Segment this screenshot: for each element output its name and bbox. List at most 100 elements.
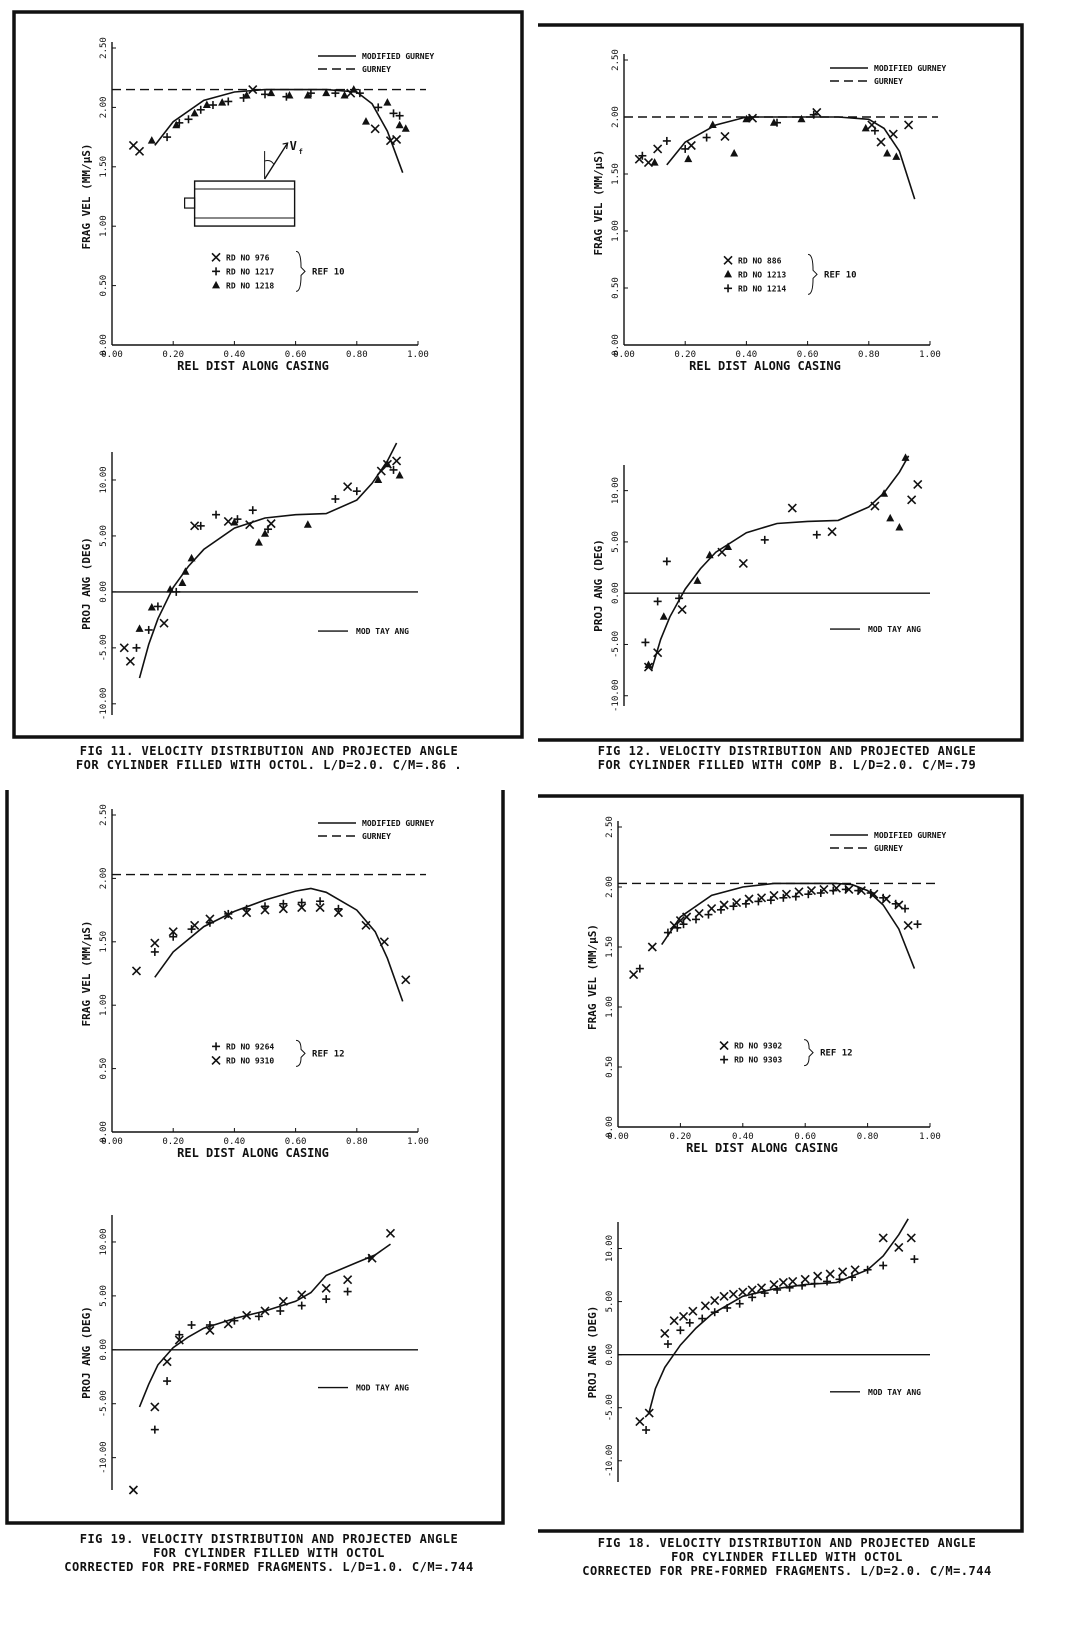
y-tick-label: 0.50 bbox=[611, 277, 621, 299]
velocity-plot: 0.00 0.20 0.40 0.60 0.80 1.00 0.00 0.50 1.00 1.50… bbox=[80, 37, 434, 373]
velocity-plot: 0.00 0.20 0.40 0.60 0.80 1.00 0.00 0.50 1.00 1.50… bbox=[80, 804, 434, 1160]
data-point bbox=[669, 1316, 679, 1326]
data-point bbox=[343, 482, 353, 492]
data-point bbox=[641, 638, 650, 647]
data-point bbox=[248, 85, 258, 95]
y-axis-label: FRAG VEL (MM/µS) bbox=[80, 921, 93, 1027]
y-tick-label: 0.00 bbox=[611, 582, 621, 604]
data-point bbox=[829, 886, 838, 895]
data-point bbox=[150, 1425, 159, 1434]
data-point bbox=[242, 91, 251, 99]
caption-line: FOR CYLINDER FILLED WITH OCTOL bbox=[671, 1550, 903, 1564]
legend-series-label: RD NO 9303 bbox=[734, 1056, 782, 1065]
data-point bbox=[866, 889, 875, 897]
y-tick-label: 2.50 bbox=[99, 37, 109, 59]
y-axis-label: FRAG VEL (MM/µS) bbox=[80, 144, 93, 250]
data-point bbox=[653, 648, 663, 658]
legend-series-label: RD NO 1214 bbox=[738, 284, 786, 293]
data-point bbox=[638, 151, 647, 160]
data-point bbox=[895, 523, 904, 531]
data-point bbox=[361, 117, 370, 125]
data-point bbox=[738, 1287, 748, 1297]
y-axis-label: PROJ ANG (DEG) bbox=[80, 537, 93, 630]
data-point bbox=[242, 908, 252, 918]
legend-modified-label: MODIFIED GURNEY bbox=[874, 64, 946, 73]
x-tick-label: 0.60 bbox=[797, 350, 819, 360]
modified-gurney-curve bbox=[661, 882, 916, 969]
caption-line: FIG 18. VELOCITY DISTRIBUTION AND PROJEC… bbox=[597, 1536, 977, 1550]
data-point bbox=[754, 897, 763, 906]
data-point bbox=[119, 643, 129, 653]
data-point bbox=[150, 1402, 160, 1412]
data-point bbox=[773, 118, 781, 127]
data-point bbox=[891, 899, 900, 908]
data-point bbox=[748, 1293, 757, 1302]
data-point bbox=[187, 553, 196, 562]
data-point bbox=[863, 1265, 872, 1274]
legend-series-label: RD NO 1218 bbox=[226, 281, 274, 290]
y-tick-label: 0.00 bbox=[99, 1121, 109, 1143]
data-point bbox=[650, 158, 659, 166]
data-point bbox=[248, 506, 257, 515]
data-point bbox=[723, 1303, 732, 1312]
x-tick-label: 0.00 bbox=[101, 350, 123, 360]
x-tick-label: 0.20 bbox=[674, 350, 696, 360]
x-tick-label: 1.00 bbox=[407, 1137, 429, 1147]
data-point bbox=[322, 88, 331, 97]
data-point bbox=[642, 1426, 651, 1434]
data-point bbox=[340, 91, 349, 99]
data-point bbox=[321, 1283, 331, 1293]
data-point bbox=[662, 136, 671, 145]
y-tick-label: -10.00 bbox=[99, 688, 109, 721]
data-point bbox=[379, 937, 389, 947]
data-point bbox=[163, 1377, 172, 1386]
reference-label: REF 10 bbox=[312, 267, 345, 277]
x-tick-label: 0.80 bbox=[858, 350, 880, 360]
data-point bbox=[374, 103, 383, 112]
data-point bbox=[850, 1265, 860, 1275]
x-tick-label: 0.00 bbox=[607, 1132, 629, 1142]
data-point bbox=[181, 567, 190, 575]
y-tick-label: 0.00 bbox=[605, 1344, 615, 1366]
data-point bbox=[787, 503, 797, 513]
data-point bbox=[910, 1255, 919, 1264]
legend-marker bbox=[211, 1055, 221, 1065]
data-point bbox=[162, 1357, 172, 1367]
data-point bbox=[218, 98, 227, 106]
legend-tay-label: MOD TAY ANG bbox=[356, 627, 409, 636]
data-point bbox=[745, 114, 754, 123]
y-tick-label: 2.00 bbox=[605, 876, 615, 898]
data-point bbox=[785, 1283, 794, 1292]
data-point bbox=[190, 920, 200, 930]
y-tick-label: 1.00 bbox=[605, 996, 615, 1018]
data-point bbox=[361, 920, 371, 930]
data-point bbox=[903, 920, 913, 930]
data-point bbox=[704, 910, 713, 919]
y-tick-label: 0.00 bbox=[611, 334, 621, 356]
legend-series-label: RD NO 976 bbox=[226, 253, 270, 262]
y-tick-label: 1.50 bbox=[99, 931, 109, 953]
data-point bbox=[653, 597, 662, 606]
data-point bbox=[395, 111, 404, 120]
y-tick-label: 1.00 bbox=[99, 215, 109, 237]
data-point bbox=[728, 1289, 739, 1299]
data-point bbox=[812, 530, 821, 539]
data-point bbox=[205, 918, 214, 927]
data-point bbox=[367, 1253, 377, 1263]
data-point bbox=[374, 475, 383, 483]
data-point bbox=[838, 1267, 848, 1277]
data-point bbox=[208, 101, 217, 110]
legend-gurney-label: GURNEY bbox=[362, 832, 391, 841]
y-tick-label: 0.00 bbox=[99, 581, 109, 603]
data-point bbox=[741, 899, 750, 908]
figure-panel-19: 0.00 0.20 0.40 0.60 0.80 1.00 0.00 0.50 1.00 1.50… bbox=[0, 790, 538, 1640]
data-point bbox=[892, 152, 901, 160]
figure-svg: 0.00 0.20 0.40 0.60 0.80 1.00 0.00 0.50 1.00 1.50… bbox=[538, 23, 1024, 742]
data-point bbox=[835, 1275, 844, 1284]
data-point bbox=[261, 529, 269, 537]
y-tick-label: 10.00 bbox=[99, 1228, 109, 1255]
data-point bbox=[254, 1312, 263, 1321]
data-point bbox=[163, 133, 172, 142]
legend-marker bbox=[212, 1042, 221, 1051]
x-axis-label: REL DIST ALONG CASING bbox=[177, 359, 329, 373]
